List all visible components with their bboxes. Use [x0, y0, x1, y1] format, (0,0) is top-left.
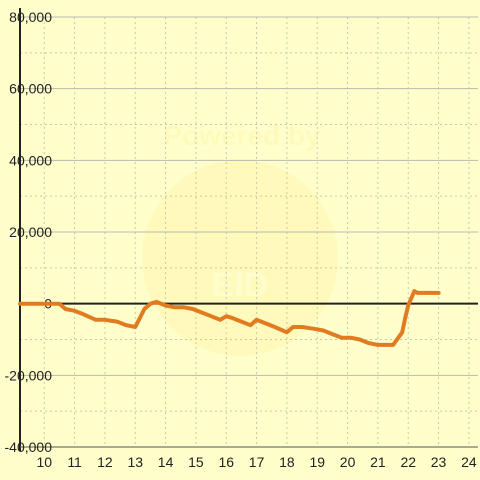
watermark-brand: ElD	[212, 266, 269, 304]
grid	[20, 16, 478, 448]
x-tick-label-1: 11	[67, 454, 82, 470]
y-tick-label-0: -40,000	[5, 439, 53, 455]
x-tick-labels: 10 11 12 13 14 15 16 17 18 19 20 21 22 23 24	[36, 454, 476, 470]
x-tick-label-12: 22	[400, 454, 416, 470]
x-tick-label-8: 18	[279, 454, 295, 470]
x-tick-label-2: 12	[97, 454, 113, 470]
series-line-0	[18, 289, 441, 347]
x-tick-label-11: 21	[370, 454, 386, 470]
y-tick-label-5: 60,000	[9, 81, 52, 97]
x-tick-label-9: 19	[309, 454, 325, 470]
y-tick-label-1: -20,000	[5, 367, 53, 383]
x-tick-label-10: 20	[340, 454, 356, 470]
x-tick-label-3: 13	[127, 454, 143, 470]
watermark-text: Powered by	[163, 120, 321, 151]
x-tick-label-6: 16	[218, 454, 234, 470]
x-tick-label-4: 14	[158, 454, 174, 470]
x-tick-label-14: 24	[461, 454, 477, 470]
y-tick-label-6: 80,000	[9, 9, 52, 25]
x-tick-label-7: 17	[249, 454, 265, 470]
x-tick-label-5: 15	[188, 454, 204, 470]
x-tick-label-0: 10	[36, 454, 52, 470]
y-tick-label-3: 20,000	[9, 224, 52, 240]
x-tick-label-13: 23	[431, 454, 447, 470]
axes	[19, 8, 478, 451]
y-tick-label-4: 40,000	[9, 152, 52, 168]
series-group	[18, 289, 441, 347]
